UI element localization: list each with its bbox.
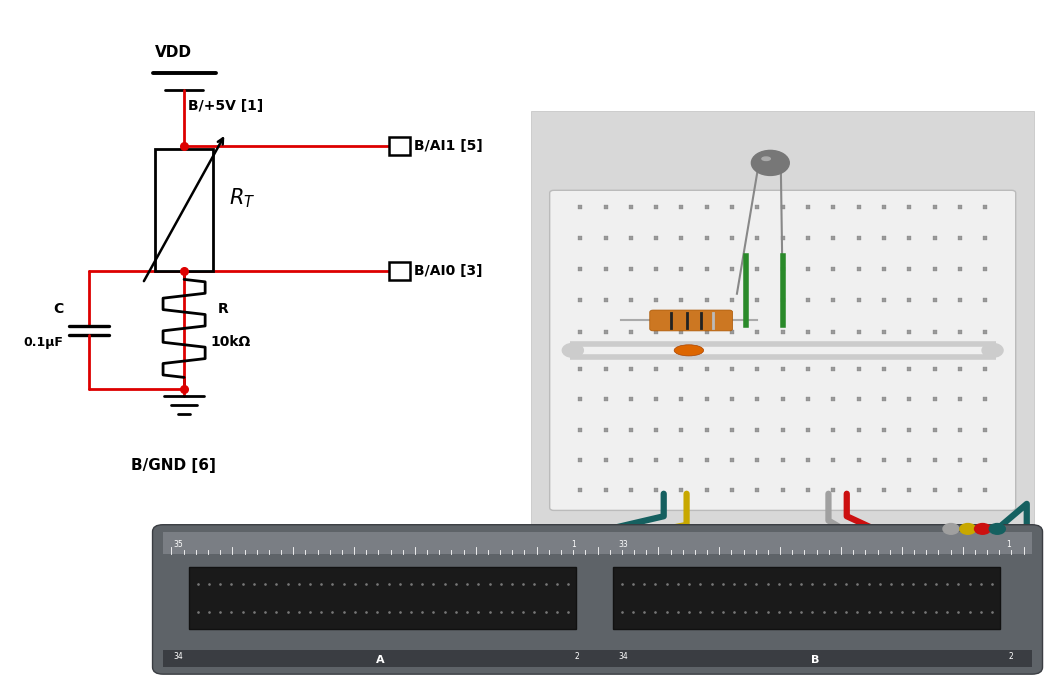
Circle shape <box>959 524 976 534</box>
Circle shape <box>989 524 1005 534</box>
Text: C: C <box>53 302 63 316</box>
Circle shape <box>751 150 789 175</box>
Text: 34: 34 <box>619 652 628 660</box>
Text: B/+5V [1]: B/+5V [1] <box>188 99 264 113</box>
Text: R: R <box>218 302 228 316</box>
Circle shape <box>974 524 991 534</box>
Circle shape <box>982 343 1003 357</box>
Bar <box>613 566 1000 629</box>
FancyBboxPatch shape <box>650 310 732 331</box>
Bar <box>163 532 1032 554</box>
Text: B: B <box>811 655 818 665</box>
Bar <box>163 650 1032 667</box>
Text: B/GND [6]: B/GND [6] <box>132 458 216 473</box>
Text: 2: 2 <box>1009 652 1014 660</box>
Bar <box>389 137 410 155</box>
Text: 34: 34 <box>174 652 183 660</box>
Bar <box>389 262 410 280</box>
Text: 0.1μF: 0.1μF <box>23 336 63 349</box>
Text: B/AI0 [3]: B/AI0 [3] <box>414 264 483 278</box>
FancyBboxPatch shape <box>550 190 1015 510</box>
Ellipse shape <box>762 157 770 161</box>
Ellipse shape <box>674 345 704 356</box>
Bar <box>156 149 213 271</box>
Bar <box>189 566 576 629</box>
Text: 35: 35 <box>174 540 183 548</box>
Text: VDD: VDD <box>155 45 191 60</box>
Text: $\it{R}$$_T$: $\it{R}$$_T$ <box>228 186 256 210</box>
Text: A: A <box>376 655 385 665</box>
Text: 1: 1 <box>571 540 576 548</box>
FancyBboxPatch shape <box>153 525 1043 674</box>
Text: B/AI1 [5]: B/AI1 [5] <box>414 139 483 153</box>
Circle shape <box>943 524 958 534</box>
Text: 1: 1 <box>1006 540 1011 548</box>
Circle shape <box>563 343 584 357</box>
Text: 2: 2 <box>574 652 580 660</box>
Text: 10kΩ: 10kΩ <box>210 335 250 350</box>
Text: 33: 33 <box>619 540 628 548</box>
Bar <box>531 111 1034 542</box>
